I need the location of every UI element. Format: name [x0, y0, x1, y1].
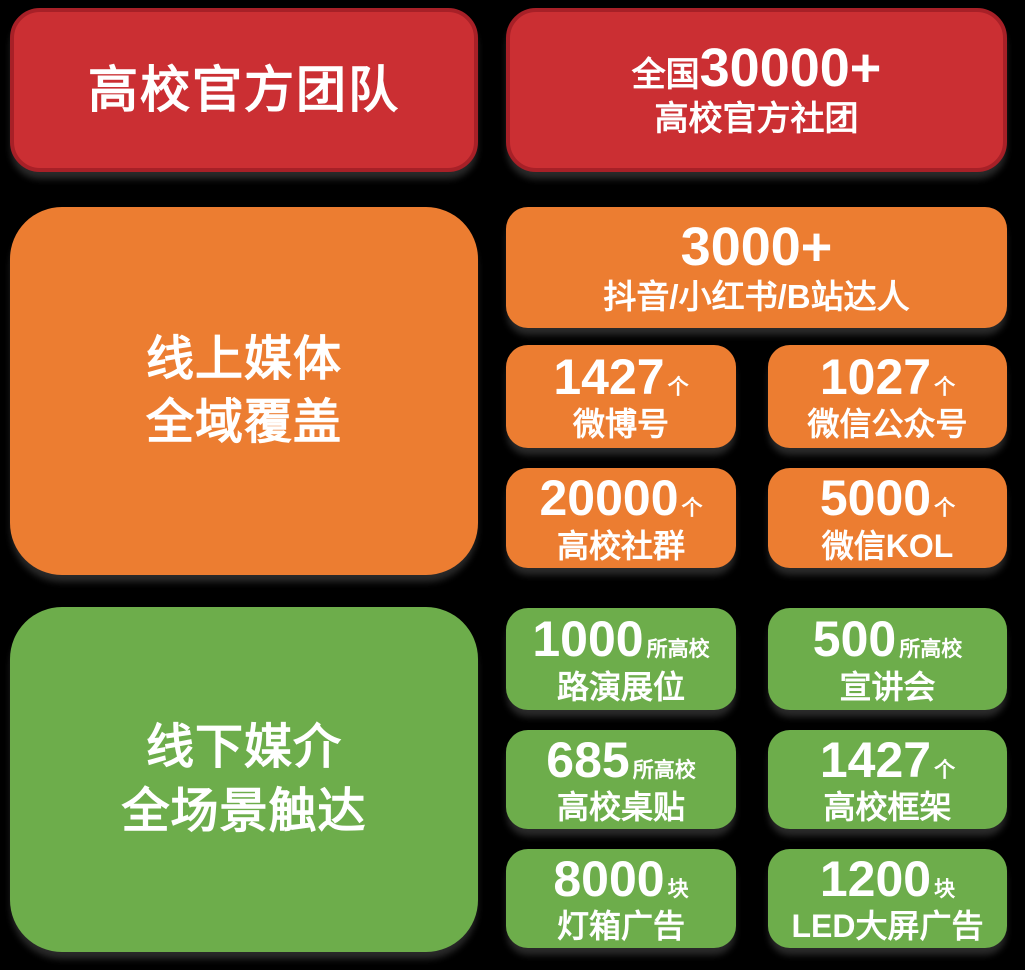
card-online-media: 线上媒体 全域覆盖 [10, 207, 478, 575]
stat-number: 30000+ [699, 37, 882, 98]
stat-unit: 所高校 [632, 758, 696, 782]
stat-number: 5000 [819, 470, 932, 527]
stat-number-row: 20000 个 [539, 472, 702, 525]
stat-number: 1027 [819, 348, 932, 405]
stat-number-row: 5000 个 [820, 472, 955, 525]
stat-info-sessions: 500 所高校 宣讲会 [768, 608, 1007, 710]
stat-number: 500 [812, 611, 897, 668]
card-title: 高校官方团队 [88, 61, 400, 118]
stat-label: 微信KOL [821, 527, 954, 564]
stat-label: 高校框架 [823, 789, 952, 826]
stat-label: 高校社群 [556, 527, 685, 564]
stat-number: 20000 [539, 470, 679, 527]
stat-unit: 个 [667, 375, 689, 399]
stat-unit: 块 [667, 877, 689, 901]
stat-label: 微博号 [572, 406, 669, 443]
section-title-line1: 线下媒介 [145, 721, 342, 775]
stat-unit: 所高校 [899, 638, 963, 662]
stat-national-official-clubs: 全国30000+ 高校官方社团 [506, 8, 1007, 172]
stat-label: 高校桌贴 [556, 789, 685, 826]
stat-number-row: 500 所高校 [813, 613, 962, 666]
stat-number-row: 685 所高校 [546, 731, 696, 788]
stat-label: 宣讲会 [839, 668, 936, 705]
stat-number-row: 1427 个 [553, 348, 689, 405]
stat-number: 3000+ [680, 217, 833, 278]
stat-prefix: 全国 [631, 55, 700, 94]
stat-number-row: 1000 所高校 [532, 613, 709, 666]
section-title-line2: 全场景触达 [121, 784, 367, 838]
stat-campus-desk-stickers: 685 所高校 高校桌贴 [506, 730, 736, 829]
stat-led-screen-ads: 1200 块 LED大屏广告 [768, 849, 1007, 948]
stat-short-video-kol: 3000+ 抖音/小红书/B站达人 [506, 207, 1007, 328]
stat-number: 8000 [553, 850, 665, 907]
stat-label: 抖音/小红书/B站达人 [603, 277, 910, 315]
stat-number: 685 [546, 731, 630, 788]
stat-label: 路演展位 [556, 668, 685, 705]
stat-label: 高校官方社团 [654, 100, 859, 139]
stat-unit: 个 [934, 375, 956, 399]
card-university-official-teams: 高校官方团队 [10, 8, 478, 172]
stat-number-row: 8000 块 [553, 850, 689, 907]
stat-wechat-public-accounts: 1027 个 微信公众号 [768, 345, 1007, 448]
stat-campus-frames: 1427 个 高校框架 [768, 730, 1007, 829]
stat-number: 1000 [532, 611, 644, 668]
stat-wechat-kol: 5000 个 微信KOL [768, 468, 1007, 568]
stat-unit: 个 [934, 758, 956, 782]
stat-roadshow-booths: 1000 所高校 路演展位 [506, 608, 736, 710]
stat-lightbox-ads: 8000 块 灯箱广告 [506, 849, 736, 948]
stat-unit: 个 [681, 497, 703, 521]
card-offline-media: 线下媒介 全场景触达 [10, 607, 478, 952]
stat-label: 微信公众号 [807, 406, 968, 443]
stat-number: 1427 [553, 348, 665, 405]
stat-number: 1427 [819, 731, 932, 788]
section-title-line1: 线上媒体 [145, 332, 342, 386]
stat-unit: 块 [934, 877, 956, 901]
stat-number-row: 1027 个 [819, 348, 956, 405]
stat-number-row: 1427 个 [819, 731, 956, 788]
stat-unit: 个 [934, 497, 956, 521]
stat-number-row: 全国30000+ [631, 37, 882, 98]
stat-number-row: 1200 块 [819, 850, 956, 907]
stat-weibo-accounts: 1427 个 微博号 [506, 345, 736, 448]
section-title-line2: 全域覆盖 [145, 396, 342, 449]
stat-number: 1200 [819, 850, 932, 907]
stat-unit: 所高校 [646, 638, 710, 662]
stat-label: LED大屏广告 [791, 908, 984, 945]
stat-label: 灯箱广告 [556, 908, 685, 945]
stat-campus-groups: 20000 个 高校社群 [506, 468, 736, 568]
